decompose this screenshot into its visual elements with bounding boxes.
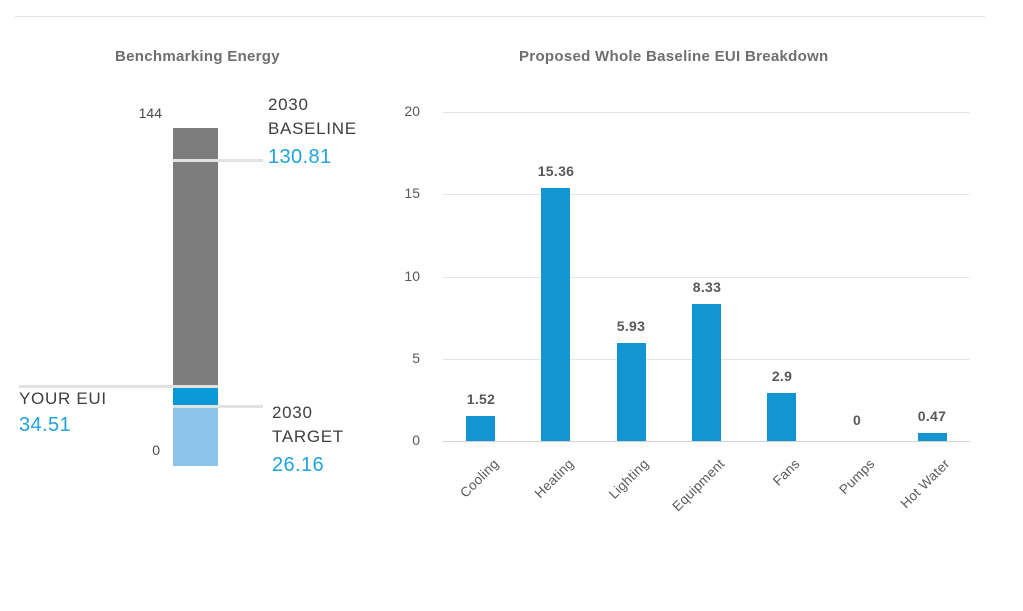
bar-cooling bbox=[466, 416, 495, 441]
marker-line-2030-target bbox=[173, 405, 263, 408]
gridline-10 bbox=[443, 277, 970, 278]
bar-value-cooling: 1.52 bbox=[466, 391, 496, 407]
y-tick-15: 15 bbox=[404, 185, 420, 201]
bar-value-equipment: 8.33 bbox=[692, 279, 722, 295]
baseline-label-line1: 2030 bbox=[268, 95, 309, 114]
marker-line-your-eui bbox=[19, 385, 218, 388]
bar-hot-water bbox=[918, 433, 947, 441]
benchmark-zero-axis-label: 0 bbox=[152, 442, 160, 458]
y-tick-10: 10 bbox=[404, 268, 420, 284]
your-eui-label-block: YOUR EUI 34.51 bbox=[19, 389, 107, 436]
x-axis-line bbox=[443, 441, 970, 442]
your-eui-label: YOUR EUI bbox=[19, 389, 107, 408]
bar-fans bbox=[767, 393, 796, 441]
breakdown-chart-title: Proposed Whole Baseline EUI Breakdown bbox=[519, 48, 829, 65]
bar-value-pumps: 0 bbox=[852, 412, 862, 428]
gridline-20 bbox=[443, 112, 970, 113]
baseline-label-block: 2030 BASELINE 130.81 bbox=[268, 93, 357, 168]
target-label-line1: 2030 bbox=[272, 403, 313, 422]
benchmark-chart-title: Benchmarking Energy bbox=[115, 48, 280, 65]
benchmark-max-axis-label: 144 bbox=[138, 105, 162, 121]
marker-line-2030-baseline bbox=[173, 159, 263, 162]
baseline-label-line2: BASELINE bbox=[268, 119, 357, 138]
target-label-block: 2030 TARGET 26.16 bbox=[272, 401, 344, 476]
gridline-15 bbox=[443, 194, 970, 195]
your-eui-value: 34.51 bbox=[19, 414, 72, 436]
thermometer-segment-below-target bbox=[173, 405, 218, 466]
thermometer-segment-above-your-eui bbox=[173, 128, 218, 385]
thermometer-segment-your-eui-to-target bbox=[173, 385, 218, 405]
top-divider bbox=[15, 16, 985, 17]
bar-value-hot-water: 0.47 bbox=[917, 408, 947, 424]
y-tick-5: 5 bbox=[412, 350, 420, 366]
target-value: 26.16 bbox=[272, 454, 325, 476]
bar-lighting bbox=[617, 343, 646, 441]
bar-equipment bbox=[692, 304, 721, 441]
bar-value-lighting: 5.93 bbox=[616, 318, 646, 334]
bar-value-heating: 15.36 bbox=[537, 163, 575, 179]
target-label-line2: TARGET bbox=[272, 427, 344, 446]
y-tick-0: 0 bbox=[412, 432, 420, 448]
bar-value-fans: 2.9 bbox=[771, 368, 793, 384]
baseline-value: 130.81 bbox=[268, 146, 332, 168]
bar-heating bbox=[541, 188, 570, 441]
y-tick-20: 20 bbox=[404, 103, 420, 119]
